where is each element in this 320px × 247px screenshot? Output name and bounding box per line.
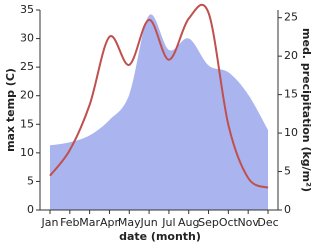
line bbox=[49, 3, 269, 189]
y2-tick-label: 25 bbox=[284, 11, 298, 24]
y-tick-label: 20 bbox=[20, 89, 34, 102]
x-tick-label: Jul bbox=[161, 216, 175, 229]
x-tick-label: May bbox=[118, 216, 141, 229]
y-tick-label: 5 bbox=[27, 174, 34, 187]
x-tick-label: Apr bbox=[100, 216, 120, 229]
y-tick-label: 25 bbox=[20, 60, 34, 73]
x-tick-label: Jun bbox=[139, 216, 157, 229]
y2-tick-label: 15 bbox=[284, 88, 298, 101]
y2-tick-label: 20 bbox=[284, 49, 298, 62]
y2-tick-label: 5 bbox=[284, 165, 291, 178]
y2-tick-label: 10 bbox=[284, 126, 298, 139]
y2-tick-label: 0 bbox=[284, 203, 291, 216]
area bbox=[50, 14, 268, 211]
y-axis-label: max temp (C) bbox=[4, 68, 17, 152]
x-tick-label: Aug bbox=[178, 216, 199, 229]
x-tick-label: Nov bbox=[237, 216, 259, 229]
x-tick-label: Feb bbox=[60, 216, 79, 229]
x-tick-label: Mar bbox=[79, 216, 100, 229]
y-tick-label: 35 bbox=[20, 3, 34, 16]
y-tick-label: 30 bbox=[20, 32, 34, 45]
x-axis-label: date (month) bbox=[119, 230, 201, 243]
x-tick-label: Sep bbox=[198, 216, 219, 229]
y2-axis-label: med. precipitation (kg/m²) bbox=[300, 28, 313, 192]
y-tick-label: 10 bbox=[20, 146, 34, 159]
x-tick-label: Oct bbox=[219, 216, 239, 229]
x-tick-label: Jan bbox=[41, 216, 59, 229]
y-tick-label: 15 bbox=[20, 117, 34, 130]
y-tick-label: 0 bbox=[27, 203, 34, 216]
x-tick-label: Dec bbox=[257, 216, 278, 229]
